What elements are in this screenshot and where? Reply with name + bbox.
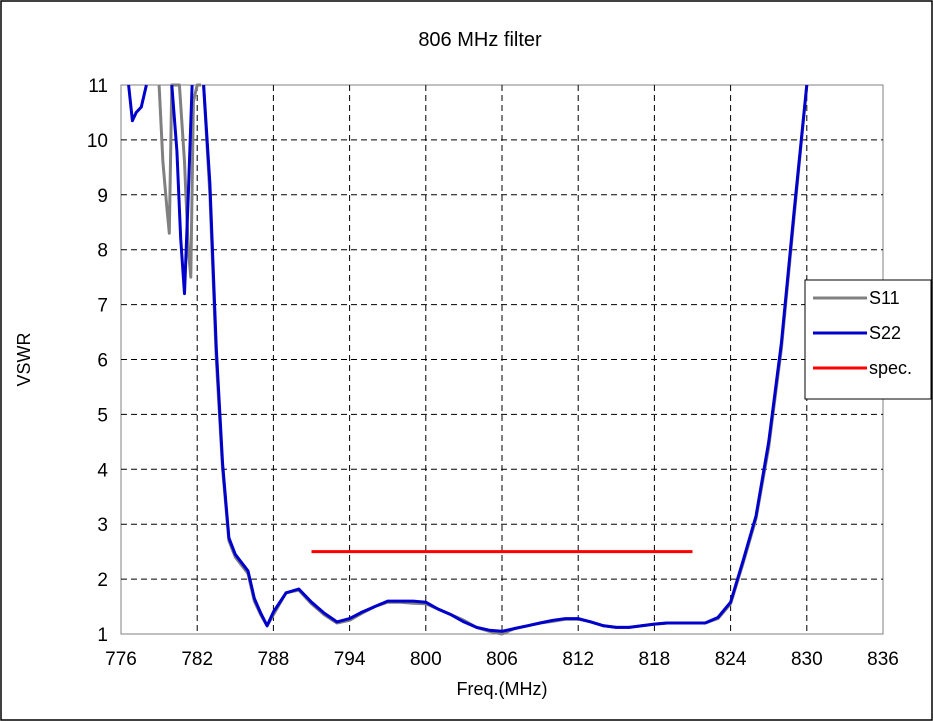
series-line-s22 [170, 84, 194, 296]
y-tick-label: 2 [97, 570, 108, 591]
x-tick-label: 812 [562, 649, 594, 670]
x-tick-labels: 776 782 788 794 800 806 812 818 824 830 836 [105, 649, 899, 670]
series-line-s22 [127, 84, 148, 123]
x-tick-label: 818 [639, 649, 671, 670]
legend-label-s11: S11 [869, 288, 900, 308]
x-tick-label: 836 [867, 649, 899, 670]
y-tick-label: 4 [97, 460, 108, 481]
x-tick-label: 776 [105, 649, 137, 670]
y-tick-label: 5 [97, 405, 108, 426]
series-lines [127, 83, 809, 636]
legend-label-spec: spec. [869, 358, 912, 378]
series-line-s11 [157, 83, 201, 279]
legend-box [804, 279, 932, 400]
y-tick-label: 6 [97, 351, 108, 372]
x-axis-title: Freq.(MHz) [457, 679, 548, 699]
series-line-s22 [202, 84, 809, 633]
y-tick-label: 7 [97, 296, 108, 317]
x-tick-label: 806 [486, 649, 518, 670]
x-tick-label: 824 [715, 649, 747, 670]
chart-title: 806 MHz filter [418, 29, 542, 51]
y-tick-label: 9 [97, 186, 108, 207]
y-tick-label: 3 [97, 515, 108, 536]
y-tick-labels: 1 2 3 4 5 6 7 8 9 10 11 [87, 76, 109, 646]
y-tick-label: 1 [97, 625, 108, 646]
x-tick-label: 830 [791, 649, 823, 670]
y-axis-title: VSWR [14, 332, 34, 386]
legend-label-s22: S22 [869, 323, 901, 343]
y-tick-label: 8 [97, 241, 108, 262]
y-tick-label: 11 [88, 76, 108, 97]
x-tick-label: 782 [181, 649, 213, 670]
grid-lines [121, 85, 883, 634]
x-tick-label: 800 [410, 649, 442, 670]
y-tick-label: 10 [87, 131, 108, 152]
x-tick-label: 788 [258, 649, 290, 670]
legend: S11 S22 spec. [804, 279, 932, 400]
x-tick-label: 794 [334, 649, 366, 670]
